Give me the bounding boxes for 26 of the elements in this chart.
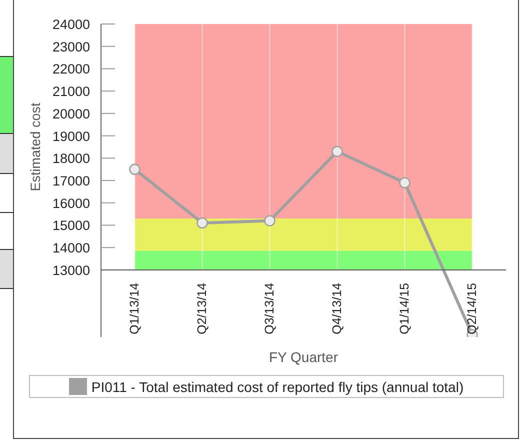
point: [196, 217, 208, 229]
x-tick-label: Q1/14/15: [398, 282, 412, 334]
y-tick-label: 14000: [52, 240, 90, 256]
y-tick-label: 16000: [52, 195, 90, 210]
point: [129, 164, 140, 175]
y-tick-label: 23000: [52, 38, 90, 54]
x-axis-title: FY Quarter: [269, 348, 338, 365]
y-tick-label: 21000: [52, 84, 90, 99]
x-tick-label: Q3/13/14: [262, 282, 277, 334]
y-tick-label: 17000: [52, 173, 90, 188]
point: [264, 215, 276, 226]
point: [399, 177, 410, 188]
y-axis-title: Estimated cost: [28, 102, 42, 192]
legend-label: PI011 - Total estimated cost of reported fly tips (annual total): [91, 378, 464, 394]
y-tick-label: 22000: [52, 61, 90, 76]
y-tick-label: 15000: [52, 218, 90, 233]
x-tick-label: Q4/13/14: [330, 282, 344, 334]
y-tick-label: 19000: [52, 128, 90, 144]
y-tick-label: 18000: [52, 150, 90, 166]
point: [332, 146, 343, 158]
y-tick-label: 24000: [52, 16, 90, 32]
x-tick-label: Q2/14/15: [465, 282, 480, 334]
x-tick-label: Q2/13/14: [195, 282, 210, 334]
x-tick-label: Q1/13/14: [128, 282, 142, 334]
y-tick-label: 20000: [52, 106, 90, 121]
y-tick-label: 13000: [52, 262, 90, 278]
